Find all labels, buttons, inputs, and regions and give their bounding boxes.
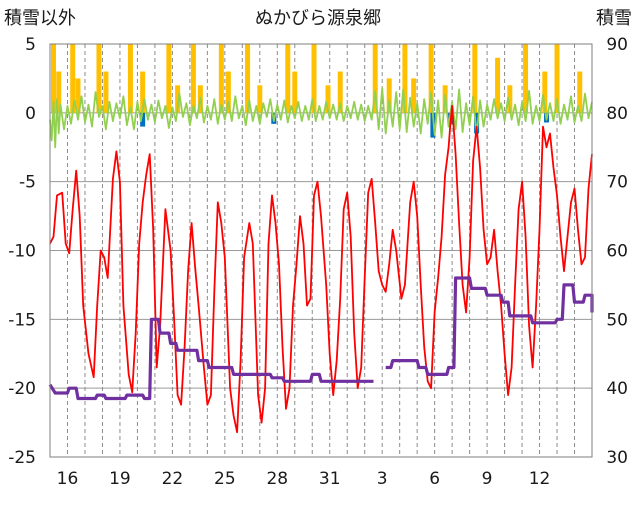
left-tick-label: -25 (8, 448, 36, 468)
bar-mark (474, 112, 480, 134)
bar-mark (127, 44, 133, 113)
x-tick-label: 25 (214, 469, 236, 489)
bar-mark (166, 44, 172, 113)
chart-title: ぬかびら源泉郷 (255, 8, 381, 29)
right-tick-label: 60 (606, 242, 628, 262)
bar-mark (50, 44, 56, 113)
bar-mark (411, 78, 417, 113)
right-tick-label: 50 (606, 310, 628, 330)
bar-mark (75, 78, 81, 113)
bar-mark (472, 44, 478, 113)
series-line (49, 105, 593, 434)
right-tick-label: 30 (606, 448, 628, 468)
bar-mark (523, 44, 529, 113)
bar-mark (372, 44, 378, 113)
bar-mark (292, 71, 298, 113)
series-line (48, 317, 374, 401)
bar-mark (190, 44, 196, 113)
bar-mark (175, 85, 181, 113)
x-tick-label: 28 (266, 469, 288, 489)
x-tick-label: 19 (109, 469, 131, 489)
bar-mark (225, 71, 231, 113)
bar-mark (103, 71, 109, 113)
bar-mark (495, 57, 501, 113)
bar-mark (70, 44, 76, 113)
right-tick-label: 40 (606, 379, 628, 399)
bar-mark (140, 71, 146, 113)
right-tick-label: 90 (606, 35, 628, 55)
series-line (385, 276, 594, 376)
bar-mark (257, 85, 263, 113)
bar-mark (577, 71, 583, 113)
right-tick-label: 70 (606, 173, 628, 193)
left-axis-label: 積雪以外 (4, 8, 76, 29)
bar-mark (96, 44, 102, 113)
left-tick-label: -15 (8, 310, 36, 330)
x-tick-label: 16 (57, 469, 79, 489)
right-axis-label: 積雪 (596, 8, 632, 29)
bar-mark (311, 44, 317, 113)
plot-border (49, 43, 593, 458)
left-tick-label: -10 (8, 242, 36, 262)
bar-mark (507, 85, 513, 113)
x-tick-label: 22 (162, 469, 184, 489)
bar-mark (542, 71, 548, 113)
x-tick-label: 9 (482, 469, 493, 489)
bar-mark (325, 85, 331, 113)
left-tick-label: -20 (8, 379, 36, 399)
x-tick-label: 12 (529, 469, 551, 489)
series-line (49, 87, 593, 149)
right-tick-label: 80 (606, 104, 628, 124)
bar-mark (140, 112, 146, 127)
bar-mark (554, 44, 560, 113)
bar-mark (430, 112, 436, 138)
x-tick-label: 3 (377, 469, 388, 489)
left-tick-label: -5 (19, 173, 36, 193)
bar-mark (56, 71, 62, 113)
bar-mark (386, 78, 392, 113)
bar-mark (285, 44, 291, 113)
x-tick-label: 6 (429, 469, 440, 489)
grid-layer (50, 43, 592, 458)
bar-mark (245, 44, 251, 113)
left-tick-label: 0 (25, 104, 36, 124)
bar-mark (218, 44, 224, 113)
x-tick-label: 31 (319, 469, 341, 489)
bar-mark (428, 44, 434, 113)
series-layer (48, 44, 594, 434)
bar-mark (337, 71, 343, 113)
bar-mark (402, 44, 408, 113)
left-tick-label: 5 (25, 35, 36, 55)
